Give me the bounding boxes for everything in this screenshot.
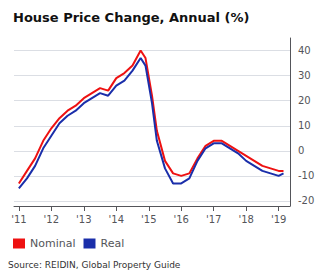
svg-text:'12: '12 <box>44 214 59 225</box>
svg-text:0: 0 <box>298 145 304 156</box>
svg-text:'14: '14 <box>109 214 124 225</box>
svg-text:40: 40 <box>298 45 311 56</box>
svg-text:'19: '19 <box>271 214 286 225</box>
svg-text:'15: '15 <box>141 214 156 225</box>
svg-text:Real: Real <box>100 237 124 250</box>
svg-text:Nominal: Nominal <box>30 237 76 250</box>
svg-text:10: 10 <box>298 120 311 131</box>
svg-text:'17: '17 <box>206 214 221 225</box>
svg-text:'18: '18 <box>238 214 253 225</box>
svg-text:'13: '13 <box>76 214 91 225</box>
svg-text:House Price Change, Annual (%): House Price Change, Annual (%) <box>13 10 250 25</box>
svg-text:Source: REIDIN, Global Propert: Source: REIDIN, Global Property Guide <box>8 260 181 270</box>
svg-text:20: 20 <box>298 95 311 106</box>
svg-text:-20: -20 <box>298 195 314 206</box>
svg-text:'11: '11 <box>11 214 26 225</box>
svg-text:30: 30 <box>298 70 311 81</box>
svg-text:'16: '16 <box>173 214 188 225</box>
svg-text:-10: -10 <box>298 170 314 181</box>
